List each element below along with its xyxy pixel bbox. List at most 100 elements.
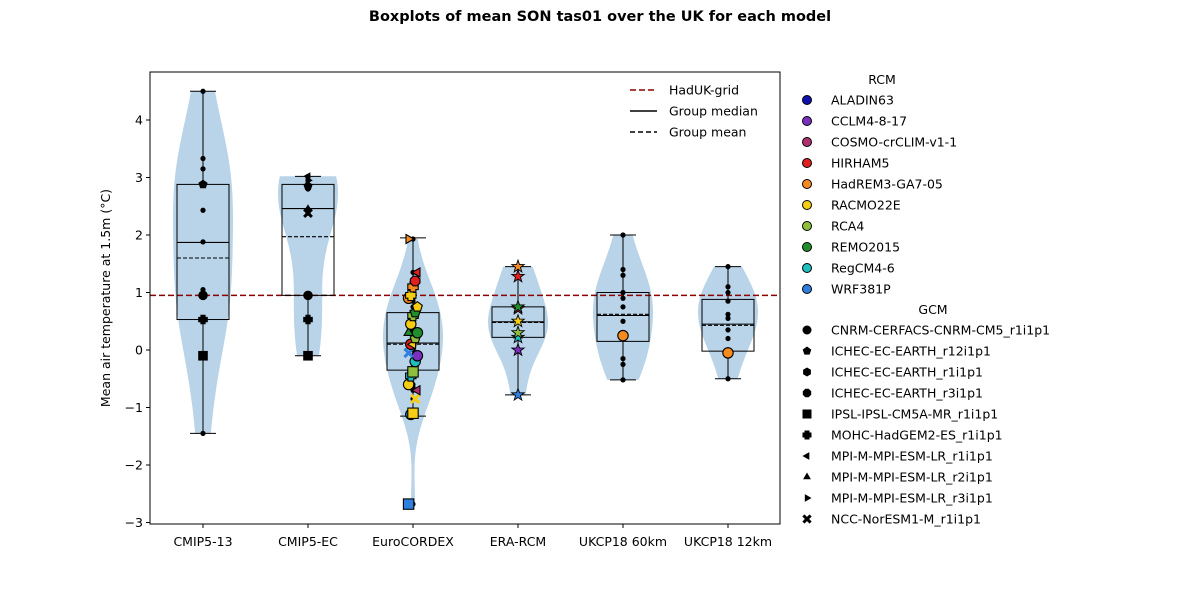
point-ukcp18-60km-1: [620, 361, 626, 367]
point-ukcp18-60km-2: [620, 356, 626, 362]
point-ukcp18-12km-9: [725, 264, 731, 270]
marker-ukcp18-12km-0: [722, 347, 734, 359]
x-tick-label-cmip5-13: CMIP5-13: [173, 534, 232, 549]
chart-title: Boxplots of mean SON tas01 over the UK f…: [368, 9, 832, 25]
violin-cmip5-ec: [278, 176, 338, 356]
legend-swatch-regcm4-6: [802, 263, 812, 273]
marker-cmip5-ec-4: [303, 204, 313, 212]
point-cmip5-13-12: [200, 88, 206, 94]
marker-eurocordex-25: [405, 233, 415, 245]
legend-label-hadrem3-ga7-05: HadREM3-GA7-05: [831, 177, 943, 192]
rcm-gcm-legend: RCM ALADIN63 CCLM4-8-17 COSMO-crCLIM-v1-1 HI…: [802, 72, 1050, 527]
y-tick-label--2: −2: [125, 458, 143, 473]
point-ukcp18-12km-3: [725, 327, 731, 333]
legend-label-ichec-ec-earth-r1i1p1: ICHEC-EC-EARTH_r1i1p1: [831, 365, 983, 380]
marker-era-rcm-7: [510, 268, 526, 283]
y-tick-label-2: 2: [135, 228, 143, 243]
legend-label-mpi-m-mpi-esm-lr-r1i1p1: MPI-M-MPI-ESM-LR_r1i1p1: [831, 449, 993, 464]
point-ukcp18-12km-2: [725, 335, 731, 342]
point-ukcp18-60km-5: [620, 318, 626, 324]
legend-label-aladin63: ALADIN63: [831, 93, 894, 108]
point-ukcp18-60km-9: [620, 272, 626, 278]
legend-label-racmo22e: RACMO22E: [831, 198, 901, 213]
marker-eurocordex-24: [411, 266, 421, 278]
legend-label-mpi-m-mpi-esm-lr-r3i1p1: MPI-M-MPI-ESM-LR_r3i1p1: [831, 491, 993, 506]
markers-layer: [198, 172, 734, 510]
legend-label-regcm4-6: RegCM4-6: [831, 261, 895, 276]
y-tick-label-4: 4: [135, 113, 143, 128]
legend-marker-ichec-ec-earth-r3i1p1: [802, 388, 812, 398]
x-tick-label-eurocordex: EuroCORDEX: [372, 534, 454, 549]
legend-label-ipsl-ipsl-cm5a-mr-r1i1p1: IPSL-IPSL-CM5A-MR_r1i1p1: [831, 407, 998, 422]
marker-era-rcm-8: [510, 258, 526, 274]
point-ukcp18-12km-5: [725, 311, 731, 317]
legend-swatch-racmo22e: [802, 200, 812, 210]
point-ukcp18-12km-7: [725, 289, 731, 296]
marker-eurocordex-2: [407, 407, 419, 419]
marker-era-rcm-3: [510, 324, 526, 340]
marker-era-rcm-6: [510, 299, 526, 314]
point-cmip5-13-11: [200, 155, 206, 162]
marker-eurocordex-14: [411, 326, 424, 339]
point-ukcp18-60km-8: [620, 289, 626, 296]
legend-swatch-cosmo-crclim-v1-1: [802, 137, 812, 147]
marker-era-rcm-0: [510, 387, 526, 402]
point-cmip5-13-6: [200, 239, 206, 245]
legend-swatch-cclm4-8-17: [802, 116, 812, 126]
marker-eurocordex-23: [409, 275, 421, 287]
legend-swatch-aladin63: [802, 95, 812, 105]
point-ukcp18-12km-0: [725, 376, 731, 382]
marker-cmip5-13-0: [198, 350, 208, 361]
y-tick-label-0: 0: [135, 343, 143, 358]
marker-eurocordex-4: [411, 384, 421, 396]
point-ukcp18-60km-6: [620, 304, 626, 310]
legend-swatch-remo2015: [802, 242, 812, 252]
legend-swatch-rca4: [802, 221, 812, 231]
point-cmip5-13-0: [200, 430, 206, 436]
marker-era-rcm-2: [510, 329, 526, 344]
legend-marker-ncc-noresm1-m-r1i1p1: [802, 514, 812, 524]
marker-era-rcm-1: [510, 342, 526, 357]
marker-ukcp18-60km-0: [617, 329, 629, 342]
legend-label-haduk-grid: HadUK-grid: [669, 83, 739, 98]
point-ukcp18-60km-10: [620, 266, 626, 273]
marker-eurocordex-0: [402, 498, 415, 510]
marker-eurocordex-21: [405, 289, 417, 302]
y-tick-label-1: 1: [135, 285, 143, 300]
legend-label-ncc-noresm1-m-r1i1p1: NCC-NorESM1-M_r1i1p1: [831, 512, 981, 527]
x-tick-label-ukcp18-60km: UKCP18 60km: [579, 534, 667, 549]
legend-title-rcm: RCM: [868, 72, 896, 87]
marker-cmip5-13-2: [198, 290, 208, 301]
legend-label-ichec-ec-earth-r12i1p1: ICHEC-EC-EARTH_r12i1p1: [831, 344, 991, 359]
marker-eurocordex-3: [409, 393, 421, 405]
y-axis-label: Mean air temperature at 1.5m (°C): [98, 189, 113, 407]
x-tick-label-era-rcm: ERA-RCM: [490, 534, 546, 549]
violin-layer: [173, 91, 758, 505]
y-axis: −3 −2 −1 0 1 2 3 4: [125, 113, 150, 530]
legend-label-cclm4-8-17: CCLM4-8-17: [831, 114, 907, 129]
legend-label-wrf381p: WRF381P: [831, 282, 891, 297]
marker-cmip5-13-3: [198, 179, 208, 189]
marker-eurocordex-19: [411, 301, 423, 312]
point-ukcp18-60km-7: [620, 295, 626, 301]
point-cmip5-13-7: [200, 207, 206, 213]
point-ukcp18-12km-8: [725, 284, 731, 290]
legend-label-rca4: RCA4: [831, 219, 864, 234]
legend-swatch-wrf381p: [802, 284, 812, 294]
y-tick-label--3: −3: [125, 515, 143, 530]
marker-era-rcm-4: [510, 313, 526, 328]
marker-cmip5-13-1: [198, 314, 208, 325]
point-ukcp18-12km-6: [725, 298, 731, 304]
x-axis: CMIP5-13 CMIP5-EC EuroCORDEX ERA-RCM UKCP18 …: [173, 524, 772, 549]
legend-label-cosmo-crclim-v1-1: COSMO-crCLIM-v1-1: [831, 135, 957, 150]
box-layer: [176, 90, 755, 434]
legend-label-hirham5: HIRHAM5: [831, 156, 889, 171]
legend-marker-cnrm-cerfacs-cnrm-cm5-r1i1p1: [802, 325, 812, 335]
y-tick-label--1: −1: [125, 400, 143, 415]
marker-eurocordex-9: [411, 349, 424, 362]
legend-marker-mpi-m-mpi-esm-lr-r1i1p1: [802, 452, 810, 460]
legend-swatch-hadrem3-ga7-05: [802, 179, 812, 189]
legend-label-remo2015: REMO2015: [831, 240, 900, 255]
legend-label-mpi-m-mpi-esm-lr-r2i1p1: MPI-M-MPI-ESM-LR_r2i1p1: [831, 470, 993, 485]
plot-frame: [149, 71, 781, 525]
